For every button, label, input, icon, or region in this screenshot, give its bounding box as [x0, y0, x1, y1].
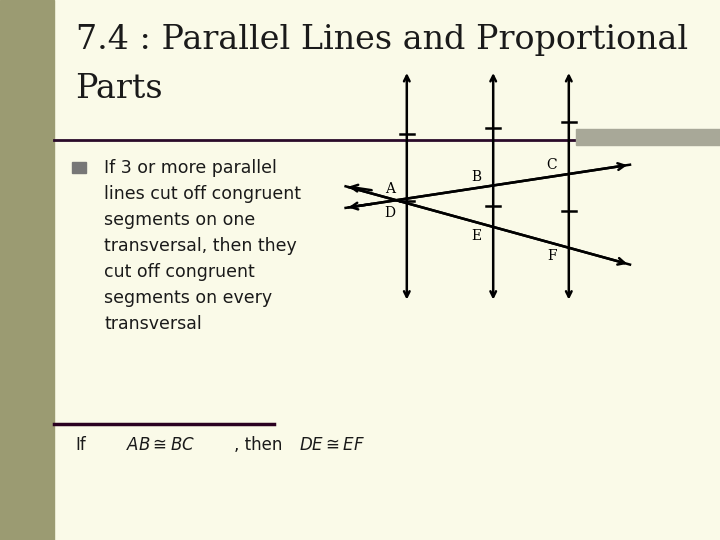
Bar — [0, 0, 54, 540]
Text: E: E — [472, 228, 482, 242]
Text: A: A — [385, 182, 395, 196]
Text: B: B — [472, 170, 482, 184]
Text: F: F — [548, 249, 557, 264]
Bar — [72, 162, 86, 173]
Text: $DE \cong EF$: $DE \cong EF$ — [299, 436, 365, 455]
Text: transversal: transversal — [104, 315, 202, 333]
Text: D: D — [384, 206, 395, 220]
Text: cut off congruent: cut off congruent — [104, 263, 255, 281]
Text: C: C — [546, 158, 557, 172]
Bar — [576, 129, 720, 145]
Text: If: If — [76, 436, 86, 455]
Text: $AB \cong BC$: $AB \cong BC$ — [126, 436, 195, 455]
Text: 7.4 : Parallel Lines and Proportional: 7.4 : Parallel Lines and Proportional — [76, 24, 688, 56]
Text: , then: , then — [234, 436, 282, 455]
Text: lines cut off congruent: lines cut off congruent — [104, 185, 302, 203]
Text: segments on one: segments on one — [104, 211, 256, 229]
Text: If 3 or more parallel: If 3 or more parallel — [104, 159, 277, 177]
Text: transversal, then they: transversal, then they — [104, 237, 297, 255]
Text: Parts: Parts — [76, 73, 163, 105]
Text: segments on every: segments on every — [104, 289, 273, 307]
